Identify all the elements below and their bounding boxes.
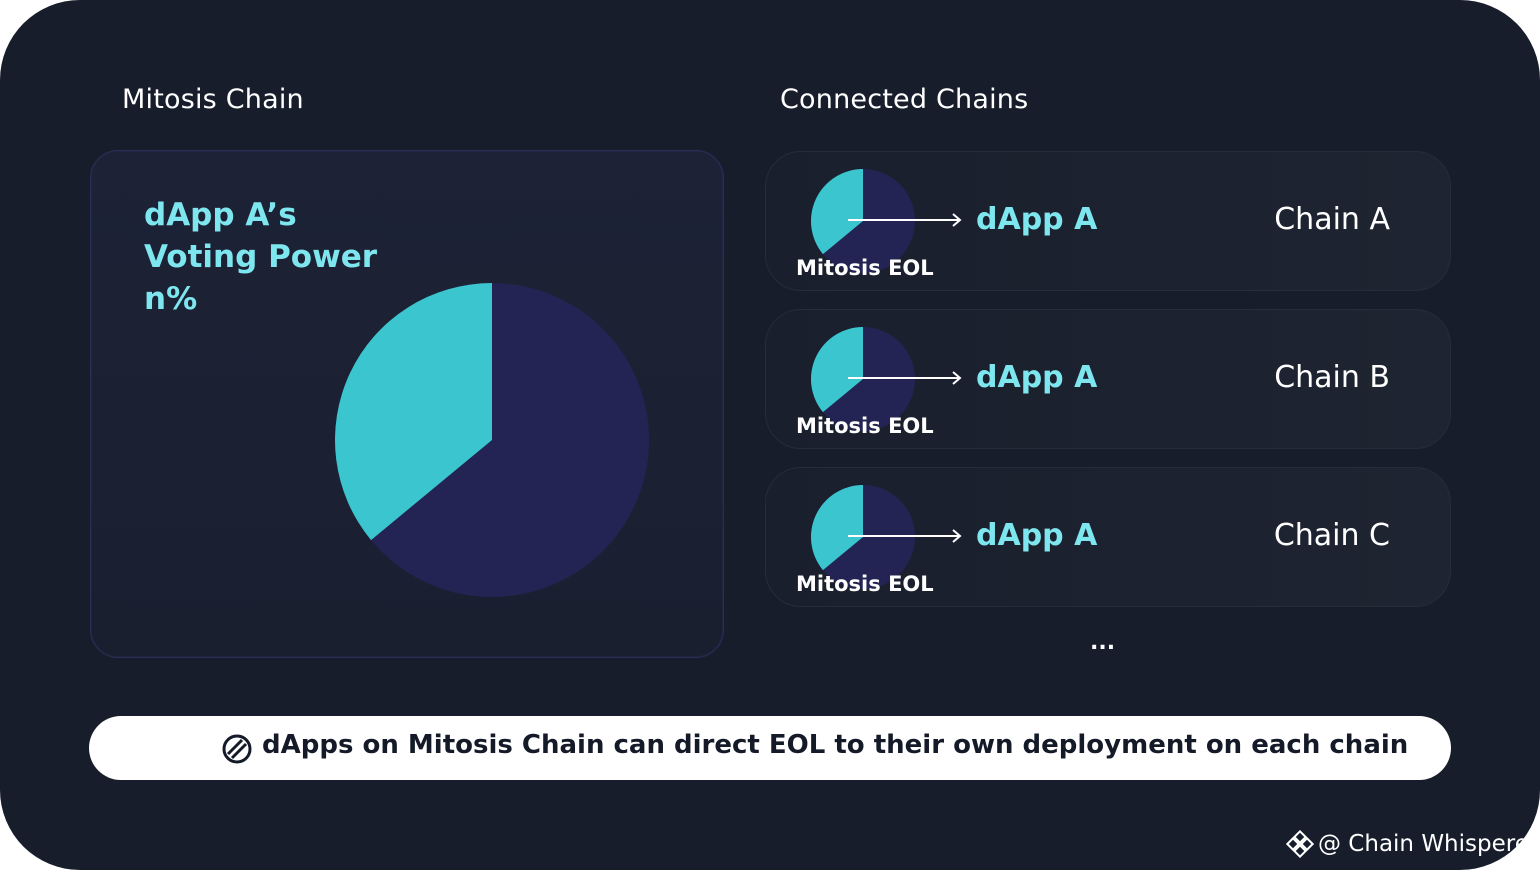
mini-pie-eol-slice xyxy=(810,485,863,571)
watermark: @ Chain Whisperer xyxy=(1286,828,1538,860)
dapp-label: dApp A xyxy=(976,360,1098,395)
mini-pie-eol-slice xyxy=(810,169,863,255)
chain-row-c: Mitosis EOL dApp A Chain C xyxy=(765,467,1451,607)
mitosis-chain-heading: Mitosis Chain xyxy=(122,84,304,115)
chain-row-a: Mitosis EOL dApp A Chain A xyxy=(765,151,1451,291)
watermark-text: @ Chain Whisperer xyxy=(1318,831,1539,857)
mitosis-logo-icon xyxy=(222,734,252,764)
voting-power-line-3: n% xyxy=(144,281,198,317)
voting-power-pie xyxy=(334,283,649,597)
arrow-right-icon xyxy=(848,371,962,385)
mitosis-eol-label: Mitosis EOL xyxy=(796,256,934,280)
mitosis-eol-label: Mitosis EOL xyxy=(796,414,934,438)
mitosis-eol-label: Mitosis EOL xyxy=(796,572,934,596)
binance-diamond-icon xyxy=(1286,830,1314,858)
dapp-label: dApp A xyxy=(976,202,1098,237)
summary-banner xyxy=(89,716,1451,780)
chain-label: Chain C xyxy=(1273,518,1390,553)
chain-label: Chain A xyxy=(1274,202,1390,237)
pie-voting-power-slice xyxy=(334,283,492,541)
arrow-right-icon xyxy=(848,529,962,543)
arrow-right-icon xyxy=(848,213,962,227)
voting-power-line-1: dApp A’s xyxy=(144,197,297,233)
dapp-label: dApp A xyxy=(976,518,1098,553)
voting-power-label: dApp A’s Voting Power n% xyxy=(144,194,377,320)
more-chains-ellipsis: ... xyxy=(1090,630,1116,655)
chain-label: Chain B xyxy=(1274,360,1390,395)
connected-chains-heading: Connected Chains xyxy=(780,84,1029,115)
voting-power-line-2: Voting Power xyxy=(144,239,378,275)
mini-pie-eol-slice xyxy=(810,327,863,413)
summary-banner-text: dApps on Mitosis Chain can direct EOL to… xyxy=(262,730,1409,760)
chain-row-b: Mitosis EOL dApp A Chain B xyxy=(765,309,1451,449)
